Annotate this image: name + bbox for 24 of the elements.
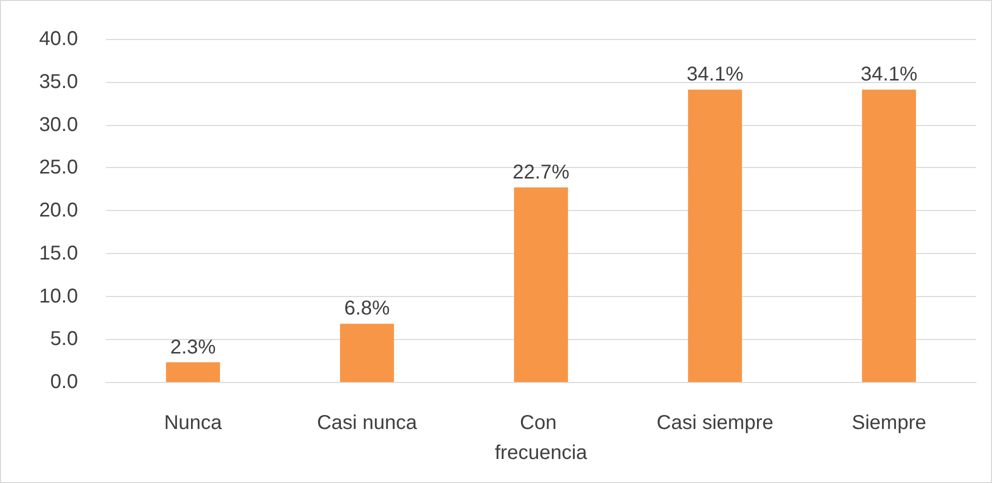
y-tick-label: 0.0 — [50, 371, 78, 393]
x-tick-label: Casi nunca — [316, 412, 418, 434]
y-tick-label: 25.0 — [39, 156, 78, 179]
bar — [688, 90, 742, 382]
x-tick-label: Con frecuencia — [494, 412, 588, 464]
y-tick-label: 10.0 — [39, 285, 78, 308]
y-tick-label: 15.0 — [39, 242, 78, 264]
bar — [340, 324, 394, 382]
y-tick-label: 35.0 — [39, 70, 78, 93]
y-tick-label: 30.0 — [39, 114, 78, 136]
y-tick-label: 20.0 — [39, 200, 78, 222]
y-tick-label: 5.0 — [50, 328, 78, 350]
bar — [166, 362, 220, 382]
data-label: 6.8% — [344, 298, 390, 320]
bar — [862, 90, 916, 382]
data-label: 2.3% — [170, 336, 216, 358]
y-tick-label: 40.0 — [39, 28, 78, 50]
data-label: 34.1% — [860, 64, 918, 86]
x-tick-label: Casi siempre — [656, 412, 774, 434]
bar — [514, 187, 568, 382]
data-label: 34.1% — [686, 64, 744, 86]
x-tick-label: Nunca — [164, 412, 223, 434]
data-label: 22.7% — [512, 161, 570, 184]
x-tick-label: Siempre — [852, 412, 926, 434]
